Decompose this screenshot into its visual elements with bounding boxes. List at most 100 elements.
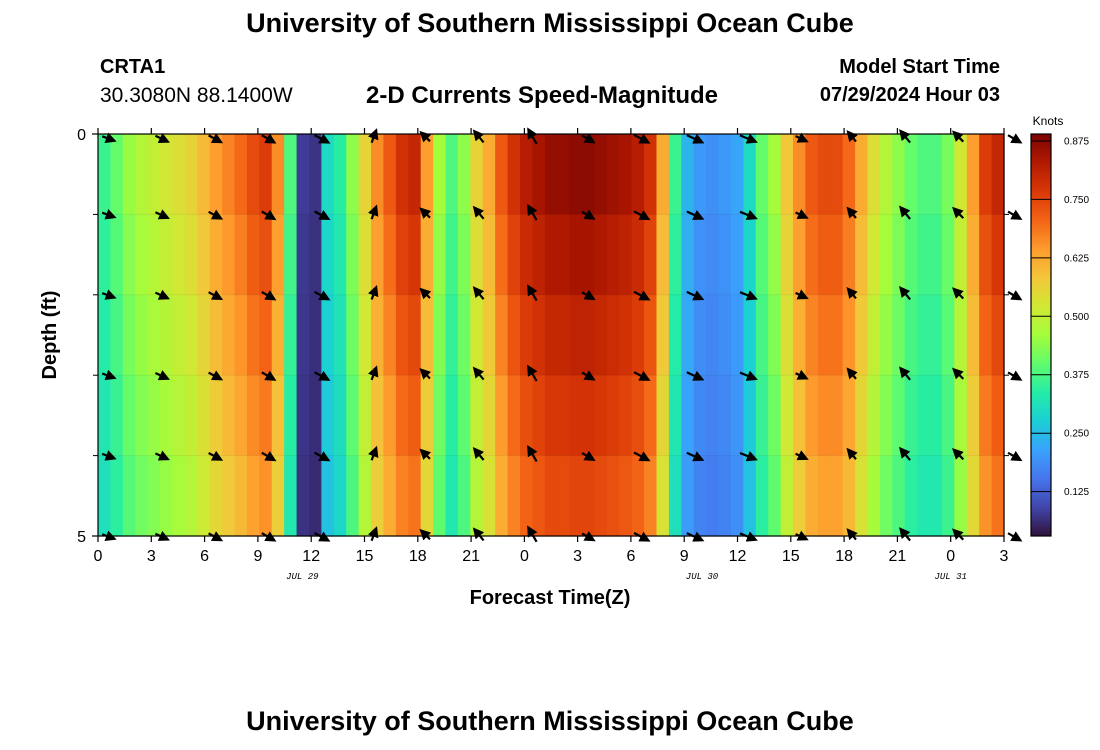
heatmap-cell [457,214,471,296]
heatmap-cell [544,134,558,215]
current-vector [154,289,170,300]
heatmap-cell [160,134,174,215]
heatmap-cell [557,455,571,537]
x-tick-label: 0 [946,548,955,565]
current-vector [952,130,965,143]
heatmap-cell [482,134,496,215]
current-vector [208,289,224,300]
current-vector [739,133,758,144]
current-vector [419,287,432,300]
heatmap-cell [495,455,509,537]
heatmap-cell [793,134,807,215]
heatmap-cell [284,134,298,215]
heatmap-cell [606,375,620,457]
heatmap-cell [904,294,918,376]
heatmap-cell [308,455,322,537]
current-vector [581,450,596,461]
heatmap-cell [892,294,906,376]
heatmap-cell [234,134,248,215]
heatmap-cell [681,214,695,296]
heatmap-cell [681,375,695,457]
current-vector [208,370,224,381]
heatmap-cell [693,375,707,457]
heatmap-cell [619,455,633,537]
heatmap-cell [743,134,757,215]
current-vector [686,451,705,462]
heatmap-cell [371,375,385,457]
chart-title: 2-D Currents Speed-Magnitude [366,82,719,109]
colorbar-gradient [1030,133,1052,537]
heatmap-cell [631,214,645,296]
heatmap-cell [793,294,807,376]
heatmap-cell [606,455,620,537]
y-axis-label: Depth (ft) [39,291,61,380]
heatmap-cell [892,375,906,457]
heatmap-cell [383,294,397,376]
heatmap-cell [842,375,856,457]
heatmap-cell [619,375,633,457]
heatmap-cell [433,294,447,376]
current-vector [581,370,596,381]
heatmap-cell [706,134,720,215]
heatmap-cell [135,455,149,537]
heatmap-cell [917,375,931,457]
heatmap-cell [420,294,434,376]
heatmap-cell [991,455,1005,537]
current-vector [313,370,331,381]
heatmap-cell [656,294,670,376]
current-vector [739,209,758,221]
x-tick-label: 9 [680,548,689,565]
heatmap-cell [395,214,409,296]
current-vector [633,451,651,462]
heatmap-cell [755,214,769,296]
heatmap-cell [172,375,186,457]
current-vector [368,204,379,220]
current-vector [1007,370,1023,381]
heatmap-cell [619,214,633,296]
heatmap-cell [495,214,509,296]
heatmap-cell [879,134,893,215]
current-vector [1007,133,1023,144]
heatmap-cell [606,214,620,296]
heatmap-cell [532,134,546,215]
heatmap-cell [817,455,831,537]
heatmap-cell [172,134,186,215]
model-start-label: Model Start Time [839,56,1000,78]
x-tick-label: 18 [835,548,853,565]
heatmap-cell [172,294,186,376]
heatmap-cell [917,294,931,376]
current-vector [208,450,224,461]
date-label: JUL 31 [934,572,966,582]
heatmap-cell [544,294,558,376]
heatmap-cell [979,294,993,376]
heatmap-cell [569,455,583,537]
heatmap-cell [147,375,161,457]
heatmap-cell [420,134,434,215]
heatmap-cell [582,294,596,376]
heatmap-cell [557,134,571,215]
heatmap-cell [420,214,434,296]
heatmap-cell [718,214,732,296]
heatmap-cell [346,214,360,296]
heatmap-cell [507,455,521,537]
heatmap-cell [98,134,112,215]
heatmap-cell [855,455,869,537]
heatmap-cell [284,455,298,537]
x-tick-label: 12 [729,548,747,565]
heatmap-cell [222,455,236,537]
heatmap-cell [730,294,744,376]
heatmap-cell [842,294,856,376]
heatmap-cell [519,214,533,296]
heatmap-cell [929,214,943,296]
heatmap-cell [445,214,459,296]
heatmap-cell [519,455,533,537]
heatmap-cell [122,455,136,537]
heatmap-cell [321,134,335,215]
heatmap-cell [544,375,558,457]
heatmap-cell [371,294,385,376]
heatmap-cell [892,134,906,215]
heatmap-cell [532,294,546,376]
heatmap-cell [544,455,558,537]
heatmap-cell [246,455,260,537]
current-vector [1007,450,1023,462]
